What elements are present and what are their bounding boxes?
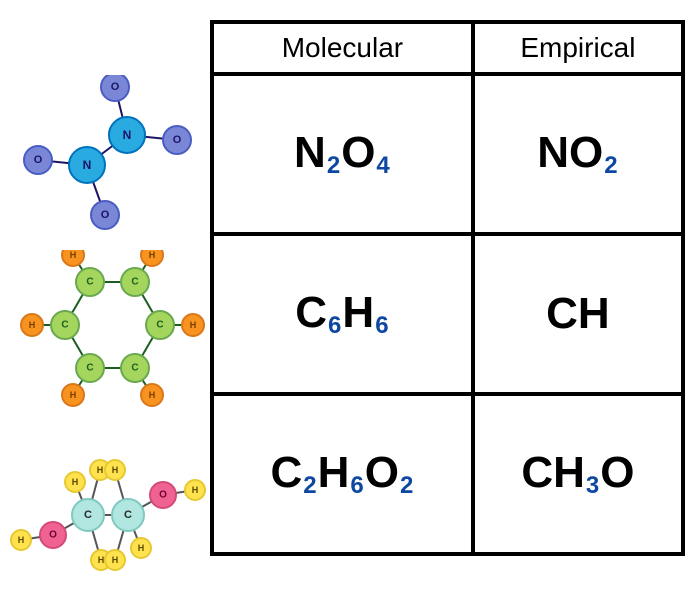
molecule-n2o4: N N O O O O <box>15 75 210 235</box>
svg-text:H: H <box>70 390 77 400</box>
svg-text:H: H <box>112 465 119 475</box>
chemical-formula: C2H6O2 <box>270 448 414 500</box>
molecular-cell: C2H6O2 <box>212 394 473 554</box>
svg-text:H: H <box>149 390 156 400</box>
chemical-formula: NO2 <box>537 128 618 180</box>
svg-text:C: C <box>124 509 132 521</box>
empirical-cell: CH3O <box>473 394 683 554</box>
svg-text:C: C <box>86 363 93 374</box>
table-row: N2O4 NO2 <box>212 74 683 234</box>
table-row: C2H6O2 CH3O <box>212 394 683 554</box>
svg-text:O: O <box>173 134 182 146</box>
molecule-diagrams-column: NNOOOOCCCCCCHHHHHHCCOOHHHHHHHH <box>0 0 210 606</box>
svg-text:C: C <box>131 277 138 288</box>
svg-text:O: O <box>49 530 57 541</box>
header-molecular: Molecular <box>212 22 473 74</box>
svg-text:C: C <box>156 320 163 331</box>
svg-text:H: H <box>98 555 105 565</box>
svg-text:N: N <box>123 128 132 142</box>
formula-table: Molecular Empirical N2O4NO2C6H6CHC2H6O2C… <box>210 20 685 556</box>
svg-text:C: C <box>131 363 138 374</box>
empirical-cell: CH <box>473 234 683 394</box>
svg-text:H: H <box>18 535 25 545</box>
svg-text:H: H <box>149 250 156 260</box>
svg-text:H: H <box>29 320 36 330</box>
svg-text:N: N <box>83 158 92 172</box>
svg-text:O: O <box>101 209 110 221</box>
table-row: C6H6 CH <box>212 234 683 394</box>
svg-text:O: O <box>111 81 120 93</box>
empirical-cell: NO2 <box>473 74 683 234</box>
svg-text:C: C <box>86 277 93 288</box>
svg-text:C: C <box>61 320 68 331</box>
chemical-formula: CH <box>546 289 610 339</box>
svg-text:O: O <box>34 154 43 166</box>
svg-text:H: H <box>192 485 199 495</box>
chemical-formula: CH3O <box>521 448 634 500</box>
molecule-benzene: C C C C C C H H H H H H <box>15 250 210 420</box>
svg-text:H: H <box>112 555 119 565</box>
molecular-cell: C6H6 <box>212 234 473 394</box>
svg-text:H: H <box>72 477 79 487</box>
svg-text:O: O <box>159 490 167 501</box>
svg-text:C: C <box>84 509 92 521</box>
svg-text:H: H <box>70 250 77 260</box>
chemical-formula: N2O4 <box>294 128 391 180</box>
svg-text:H: H <box>190 320 197 330</box>
molecular-cell: N2O4 <box>212 74 473 234</box>
molecule-ethylene-glycol: CCOOHHHHHHHH <box>5 440 210 590</box>
svg-text:H: H <box>138 543 145 553</box>
header-empirical: Empirical <box>473 22 683 74</box>
chemical-formula: C6H6 <box>295 288 389 340</box>
svg-text:H: H <box>97 465 104 475</box>
